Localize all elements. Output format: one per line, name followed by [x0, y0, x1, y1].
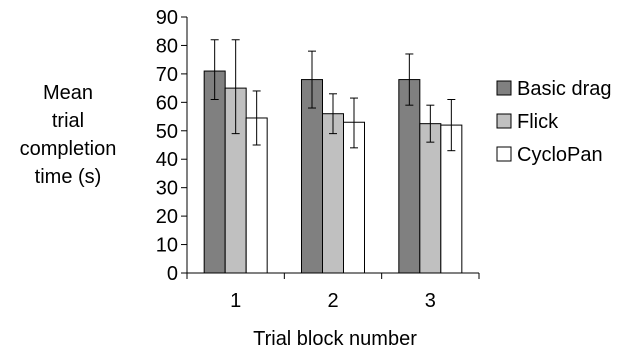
- plot-area: 0 10 20 30 40 50 60 70 80 90 1 2 3: [156, 7, 480, 312]
- legend-swatch: [496, 80, 512, 96]
- y-axis-label-line: trial: [52, 110, 84, 132]
- bar: [419, 123, 442, 274]
- y-axis-label-line: Mean: [43, 82, 93, 104]
- legend-label: CycloPan: [517, 144, 603, 166]
- legend-swatch: [496, 146, 512, 162]
- x-axis-label: Trial block number: [253, 328, 417, 350]
- legend: Basic drag Flick CycloPan: [496, 78, 612, 166]
- y-tick-label: 0: [167, 263, 178, 285]
- y-tick-label: 60: [156, 92, 178, 114]
- y-tick-label: 70: [156, 64, 178, 86]
- bar: [203, 70, 226, 274]
- y-tick-label: 50: [156, 121, 178, 143]
- bar: [398, 79, 421, 274]
- y-tick-label: 10: [156, 235, 178, 257]
- y-tick-label: 80: [156, 35, 178, 57]
- y-axis-label-line: completion: [20, 138, 117, 160]
- y-tick-label: 20: [156, 206, 178, 228]
- x-tick-label: 1: [230, 290, 241, 312]
- legend-label: Basic drag: [517, 78, 612, 100]
- bar: [301, 79, 323, 274]
- y-axis-label-line: time (s): [35, 166, 102, 188]
- legend-label: Flick: [517, 111, 559, 133]
- x-tick-label: 3: [425, 290, 436, 312]
- bar: [322, 113, 344, 274]
- y-tick-label: 40: [156, 149, 178, 171]
- legend-swatch: [496, 113, 512, 129]
- y-axis-label: Mean trial completion time (s): [20, 82, 117, 188]
- y-tick-label: 30: [156, 178, 178, 200]
- x-tick-label: 2: [327, 290, 338, 312]
- y-tick-label: 90: [156, 7, 178, 29]
